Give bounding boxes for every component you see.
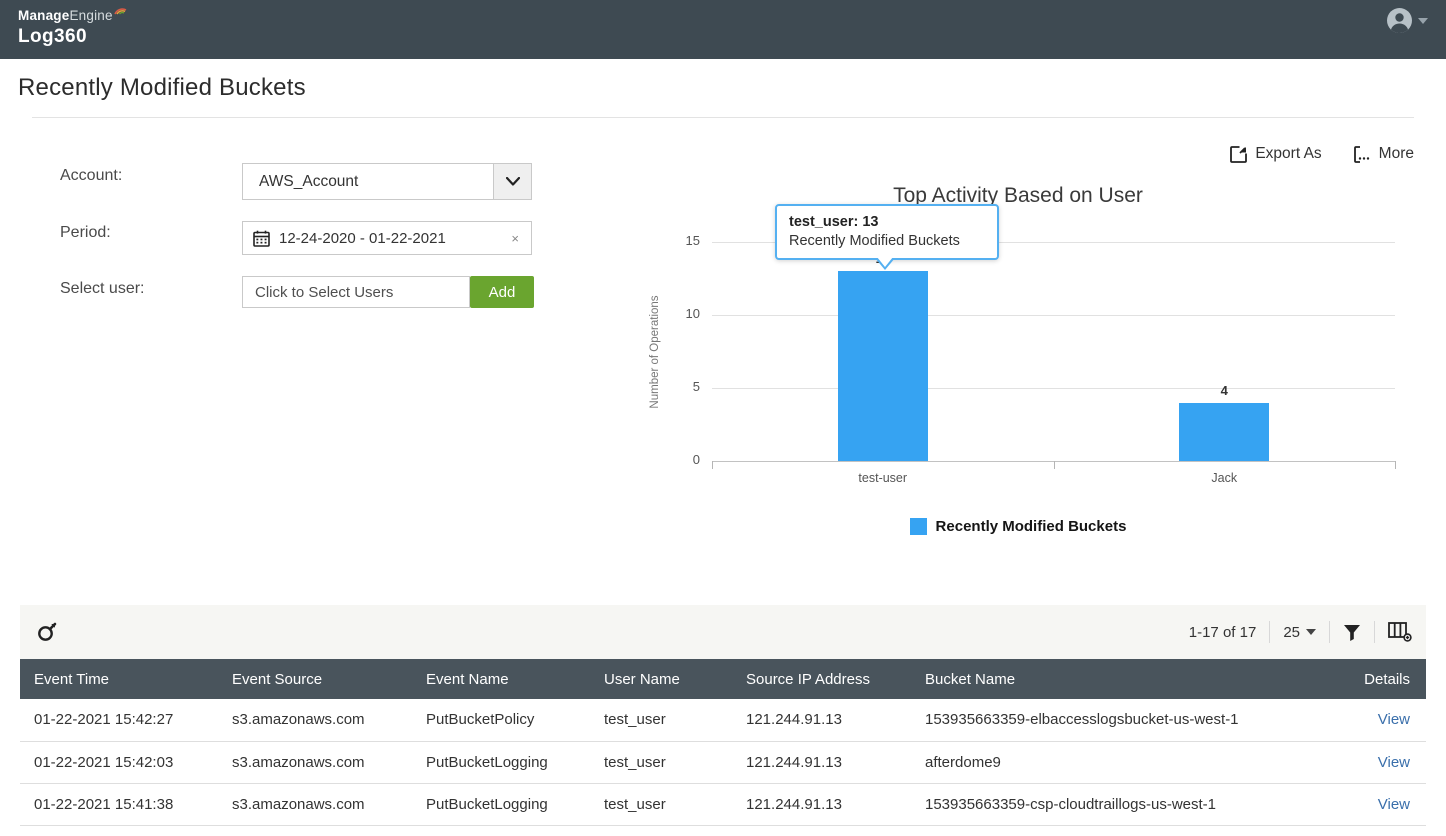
- x-axis-tick: [712, 461, 713, 469]
- pagination-range: 1-17 of 17: [1188, 623, 1257, 641]
- title-divider: [32, 117, 1414, 118]
- chart-legend[interactable]: Recently Modified Buckets: [640, 518, 1396, 535]
- legend-label: Recently Modified Buckets: [935, 518, 1127, 535]
- y-tick-label: 0: [692, 452, 700, 467]
- events-table: Event Time Event Source Event Name User Nam…: [20, 659, 1426, 826]
- table-cell: afterdome9: [911, 741, 1332, 784]
- brand-logo: ManageEngine Log360: [18, 8, 127, 47]
- report-actions: Export As More: [1230, 145, 1414, 163]
- calendar-icon: [253, 230, 270, 247]
- table-cell-details: View: [1332, 741, 1426, 784]
- select-user-label: Select user:: [60, 280, 145, 297]
- legend-swatch: [909, 518, 927, 535]
- top-navbar: ManageEngine Log360: [0, 0, 1446, 59]
- user-menu-caret-icon[interactable]: [1418, 17, 1428, 24]
- column-header-event-source: Event Source: [218, 659, 412, 699]
- export-icon: [1230, 145, 1248, 163]
- column-header-source-ip-address: Source IP Address: [732, 659, 911, 699]
- table-cell: 121.244.91.13: [732, 741, 911, 784]
- column-header-user-name: User Name: [590, 659, 732, 699]
- brand-log360: Log360: [18, 25, 87, 47]
- tooltip-title: test_user: 13: [789, 214, 879, 230]
- account-label: Account:: [60, 167, 123, 184]
- table-cell: test_user: [590, 699, 732, 742]
- view-link[interactable]: View: [1377, 753, 1410, 771]
- brand-manageengine: ManageEngine: [18, 8, 127, 24]
- column-header-event-time: Event Time: [20, 659, 218, 699]
- table-row: 01-22-2021 15:42:03 s3.amazonaws.com PutBu…: [20, 741, 1426, 784]
- table-cell: s3.amazonaws.com: [218, 783, 412, 826]
- search-icon[interactable]: [36, 621, 58, 643]
- table-cell: 153935663359-csp-cloudtraillogs-us-west-…: [911, 783, 1332, 826]
- column-header-details: Details: [1332, 659, 1426, 699]
- table-cell: 121.244.91.13: [732, 783, 911, 826]
- y-tick-label: 10: [685, 306, 700, 321]
- user-avatar-icon[interactable]: [1387, 8, 1412, 33]
- table-body: 01-22-2021 15:42:27 s3.amazonaws.com PutBu…: [20, 699, 1426, 826]
- table-cell: test_user: [590, 783, 732, 826]
- period-value: 12-24-2020 - 01-22-2021: [279, 229, 446, 247]
- x-category-label: test-user: [858, 471, 908, 485]
- add-user-button[interactable]: Add: [470, 276, 534, 308]
- x-category-label: Jack: [1211, 471, 1238, 485]
- user-menu[interactable]: [1387, 8, 1428, 33]
- column-header-event-name: Event Name: [412, 659, 590, 699]
- table-cell: 121.244.91.13: [732, 699, 911, 742]
- bar-jack[interactable]: [1179, 403, 1270, 461]
- table-cell: test_user: [590, 741, 732, 784]
- select-users-input[interactable]: Click to Select Users: [242, 276, 470, 308]
- table-cell: PutBucketPolicy: [412, 699, 590, 742]
- export-as-button[interactable]: Export As: [1230, 145, 1322, 163]
- bar-value-label: 4: [1220, 383, 1228, 398]
- more-icon: [1353, 145, 1371, 163]
- table-cell: PutBucketLogging: [412, 783, 590, 826]
- period-label: Period:: [60, 224, 111, 241]
- page-title: Recently Modified Buckets: [18, 74, 306, 101]
- table-row: 01-22-2021 15:41:38 s3.amazonaws.com PutBu…: [20, 783, 1426, 826]
- table-cell-details: View: [1332, 699, 1426, 742]
- table-cell: 153935663359-elbaccesslogsbucket-us-west…: [911, 699, 1332, 742]
- page-size-caret-icon: [1306, 629, 1316, 635]
- page-size-select[interactable]: 25: [1283, 624, 1316, 641]
- account-select[interactable]: AWS_Account: [242, 163, 532, 200]
- gridline: [712, 242, 1395, 243]
- account-select-chevron-down-icon[interactable]: [493, 164, 531, 199]
- tooltip-subtitle: Recently Modified Buckets: [789, 233, 960, 249]
- x-axis-tick: [1395, 461, 1396, 469]
- table-cell: 01-22-2021 15:42:27: [20, 699, 218, 742]
- chart-y-axis-label: Number of Operations: [649, 295, 661, 409]
- table-header-row: Event Time Event Source Event Name User Nam…: [20, 659, 1426, 699]
- column-header-bucket-name: Bucket Name: [911, 659, 1332, 699]
- table-row: 01-22-2021 15:42:27 s3.amazonaws.com PutBu…: [20, 699, 1426, 742]
- table-cell: 01-22-2021 15:42:03: [20, 741, 218, 784]
- x-axis-tick: [1053, 461, 1055, 469]
- chart-title: Top Activity Based on User: [893, 184, 1143, 207]
- table-cell: 01-22-2021 15:41:38: [20, 783, 218, 826]
- period-clear-icon[interactable]: ×: [511, 230, 519, 246]
- export-as-label: Export As: [1255, 145, 1322, 162]
- view-link[interactable]: View: [1377, 711, 1410, 729]
- table-cell-details: View: [1332, 783, 1426, 826]
- column-chooser-icon[interactable]: [1388, 622, 1412, 642]
- events-table-section: 1-17 of 17 25 Event Time Event Source Even…: [20, 605, 1426, 826]
- more-button[interactable]: More: [1353, 145, 1414, 163]
- brand-swoosh-icon: [113, 4, 127, 20]
- gridline: [712, 388, 1395, 389]
- gridline: [712, 315, 1395, 316]
- table-cell: PutBucketLogging: [412, 741, 590, 784]
- y-tick-label: 5: [692, 379, 700, 394]
- view-link[interactable]: View: [1377, 795, 1410, 813]
- chart-tooltip: test_user: 13 Recently Modified Buckets: [775, 204, 999, 270]
- page-size-value: 25: [1283, 623, 1300, 641]
- period-input[interactable]: 12-24-2020 - 01-22-2021 ×: [242, 221, 532, 255]
- filter-icon[interactable]: [1343, 624, 1361, 641]
- y-tick-label: 15: [685, 233, 700, 248]
- account-select-value: AWS_Account: [259, 172, 359, 190]
- table-toolbar: 1-17 of 17 25: [20, 605, 1426, 659]
- table-cell: s3.amazonaws.com: [218, 699, 412, 742]
- bar-test-user[interactable]: [837, 271, 928, 461]
- table-toolbar-right: 1-17 of 17 25: [1189, 621, 1412, 643]
- table-cell: s3.amazonaws.com: [218, 741, 412, 784]
- more-label: More: [1378, 145, 1414, 162]
